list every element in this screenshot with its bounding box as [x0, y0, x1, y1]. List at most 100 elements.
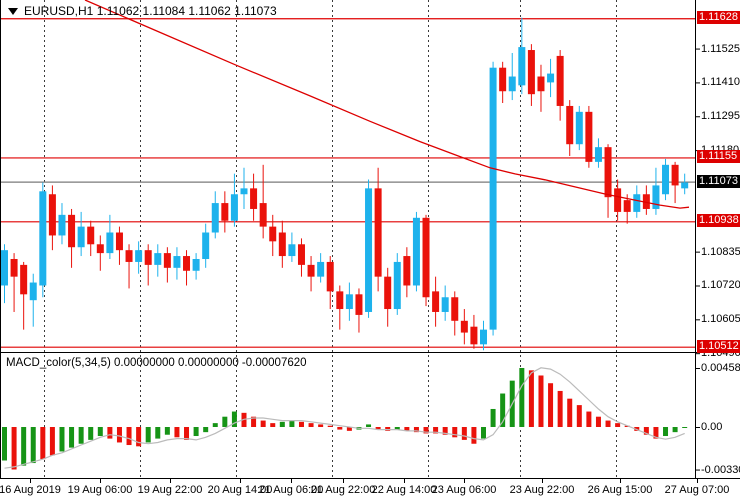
- macd-histogram-bar: [557, 390, 563, 427]
- candle-body: [508, 76, 516, 92]
- macd-histogram-bar: [519, 367, 525, 427]
- candle-body: [307, 264, 315, 277]
- macd-histogram-bar: [528, 370, 534, 427]
- candle-body: [365, 188, 373, 312]
- candle-body: [317, 261, 325, 277]
- candle-body: [681, 182, 689, 189]
- macd-histogram-bar: [595, 416, 601, 427]
- dropdown-arrow-icon[interactable]: [8, 8, 18, 15]
- macd-histogram-bar: [481, 427, 486, 439]
- moving-average-line: [84, 0, 690, 209]
- candle-body: [20, 264, 28, 295]
- macd-histogram-bar: [471, 427, 477, 444]
- candle-body: [10, 258, 18, 277]
- candle-body: [202, 232, 210, 259]
- macd-histogram-bar: [203, 427, 209, 433]
- candle-body: [58, 214, 66, 236]
- macd-histogram-bar: [442, 427, 448, 435]
- macd-histogram-bar: [413, 427, 419, 433]
- macd-histogram-bar: [672, 427, 678, 433]
- candle-body: [135, 250, 143, 262]
- candle-body: [614, 188, 622, 212]
- candle-body: [566, 105, 574, 145]
- macd-histogram-bar: [126, 427, 132, 446]
- candle-body: [183, 256, 191, 271]
- macd-histogram-bar: [586, 411, 592, 427]
- candle-body: [547, 73, 555, 83]
- candle-body: [642, 194, 650, 209]
- candle-body: [470, 326, 478, 345]
- macd-histogram-bar: [327, 425, 333, 427]
- macd-name: MACD_color(5,34,5): [6, 357, 111, 369]
- candle-body: [250, 188, 258, 209]
- candle-body: [432, 291, 440, 312]
- macd-histogram-bar: [174, 427, 180, 438]
- macd-histogram-bar: [404, 427, 410, 431]
- macd-indicator-label: MACD_color(5,34,5) 0.00000000 0.00000000…: [6, 357, 307, 369]
- candle-body: [441, 297, 449, 312]
- macd-histogram-bar: [643, 427, 649, 435]
- ohlc-values: 1.11062 1.11084 1.11062 1.11073: [96, 4, 277, 18]
- macd-histogram-bar: [107, 427, 113, 439]
- candle-body: [499, 67, 507, 92]
- candle-body: [556, 55, 564, 106]
- macd-signal-line: [4, 367, 685, 469]
- macd-histogram-bar: [490, 408, 496, 427]
- macd-histogram-bar: [184, 427, 190, 440]
- candle-body: [662, 164, 670, 195]
- macd-histogram-bar: [145, 427, 151, 443]
- candle-body: [412, 217, 420, 286]
- macd-histogram-bar: [375, 427, 381, 430]
- candle-body: [77, 226, 85, 248]
- candle-body: [393, 261, 401, 310]
- candle-body: [460, 320, 468, 333]
- candle-body: [336, 291, 344, 310]
- macd-histogram-bar: [222, 416, 228, 427]
- macd-histogram-bar: [394, 427, 400, 430]
- candle-body: [48, 194, 56, 236]
- macd-histogram-bar: [21, 427, 27, 466]
- macd-histogram-bar: [270, 423, 276, 427]
- macd-histogram-bar: [11, 427, 17, 470]
- candle-body: [527, 50, 535, 95]
- candle-body: [623, 200, 631, 212]
- macd-histogram-bar: [231, 411, 237, 427]
- macd-histogram-bar: [567, 398, 573, 427]
- macd-histogram-bar: [40, 427, 46, 460]
- candle-body: [355, 294, 363, 315]
- candle-body: [422, 217, 430, 298]
- candle-body: [192, 258, 200, 271]
- candle-body: [345, 294, 353, 310]
- candle-body: [489, 67, 497, 330]
- macd-histogram-bar: [251, 416, 257, 427]
- candle-body: [451, 297, 459, 321]
- macd-histogram-bar: [260, 420, 266, 427]
- macd-histogram-bar: [59, 427, 65, 452]
- chart-title: EURUSD,H1 1.11062 1.11084 1.11062 1.1107…: [24, 4, 277, 18]
- macd-histogram-bar: [624, 425, 630, 427]
- candle-body: [259, 203, 267, 227]
- macd-histogram-bar: [423, 427, 429, 434]
- macd-histogram-bar: [500, 393, 506, 427]
- candle-body: [604, 147, 612, 198]
- candle-body: [163, 253, 171, 268]
- macd-histogram-bar: [548, 383, 554, 427]
- macd-histogram-bar: [69, 427, 75, 448]
- macd-histogram-bar: [452, 427, 458, 438]
- candle-body: [106, 232, 114, 254]
- macd-histogram-bar: [49, 427, 55, 456]
- macd-histogram-bar: [538, 375, 544, 427]
- candle-body: [575, 111, 583, 145]
- candle-body: [96, 244, 104, 254]
- candle-body: [154, 253, 162, 265]
- candle-body: [173, 256, 181, 268]
- macd-histogram-bar: [615, 423, 621, 427]
- macd-histogram-bar: [88, 427, 94, 440]
- macd-histogram-bar: [2, 427, 7, 461]
- macd-histogram-bar: [576, 405, 582, 427]
- macd-histogram-bar: [605, 420, 611, 427]
- macd-histogram-bar: [164, 427, 170, 435]
- candle-body: [326, 261, 334, 292]
- macd-histogram-bar: [318, 424, 324, 427]
